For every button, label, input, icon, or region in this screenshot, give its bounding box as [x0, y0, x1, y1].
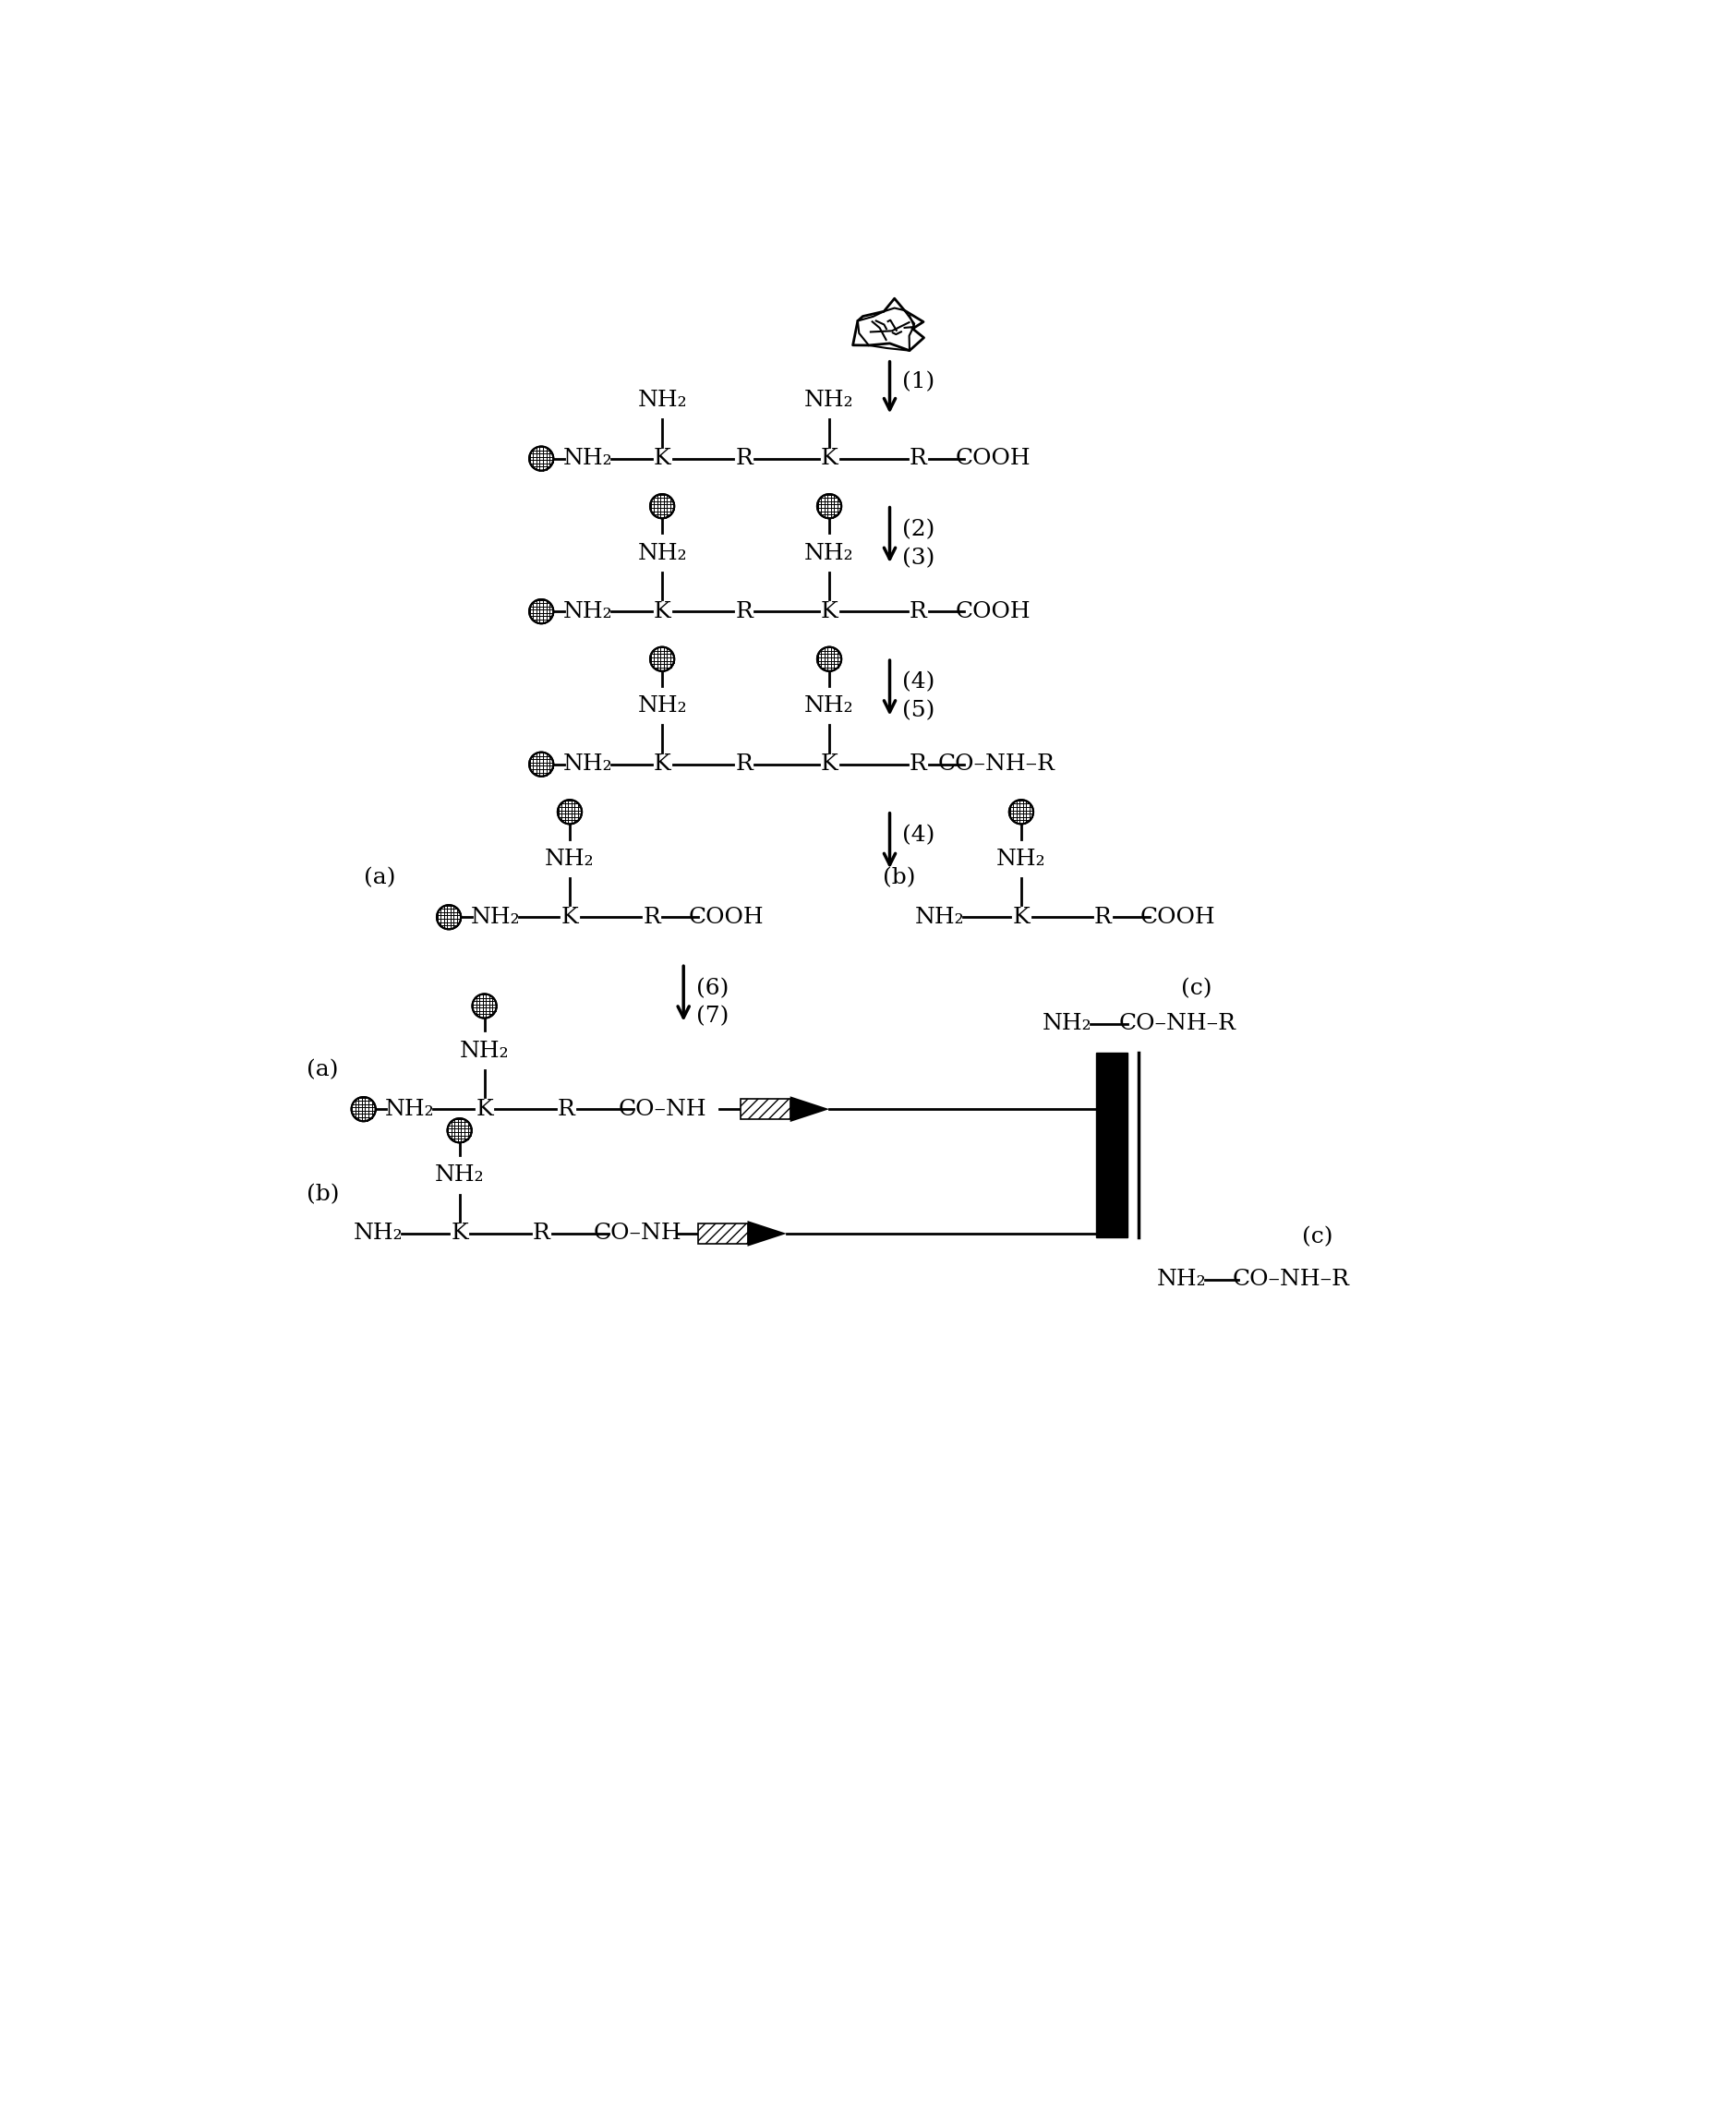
Text: (4): (4)	[903, 825, 936, 846]
Text: NH₂: NH₂	[352, 1223, 403, 1244]
Circle shape	[437, 905, 462, 930]
Text: K: K	[821, 601, 838, 622]
Text: NH₂: NH₂	[804, 542, 854, 563]
Text: K: K	[476, 1099, 493, 1120]
Circle shape	[472, 993, 496, 1019]
Text: R: R	[910, 753, 927, 774]
Text: NH₂: NH₂	[460, 1040, 509, 1061]
Text: NH₂: NH₂	[562, 447, 613, 468]
Text: R: R	[642, 907, 660, 928]
Text: CO–NH: CO–NH	[594, 1223, 682, 1244]
Circle shape	[649, 494, 674, 519]
Text: K: K	[821, 753, 838, 774]
Bar	[1095, 1052, 1128, 1238]
Text: CO–NH–R: CO–NH–R	[1233, 1270, 1351, 1291]
Text: R: R	[1094, 907, 1111, 928]
Text: K: K	[1012, 907, 1029, 928]
Text: R: R	[736, 601, 753, 622]
Text: NH₂: NH₂	[804, 390, 854, 411]
Text: NH₂: NH₂	[915, 907, 963, 928]
Text: (c): (c)	[1180, 979, 1212, 1000]
Text: (4): (4)	[903, 673, 936, 694]
Text: COOH: COOH	[1141, 907, 1215, 928]
Text: R: R	[533, 1223, 550, 1244]
Text: NH₂: NH₂	[434, 1164, 484, 1185]
Text: K: K	[451, 1223, 469, 1244]
Text: CO–NH: CO–NH	[618, 1099, 707, 1120]
Circle shape	[351, 1097, 375, 1122]
Text: (5): (5)	[903, 700, 936, 721]
Text: R: R	[736, 753, 753, 774]
Text: K: K	[653, 601, 670, 622]
Text: K: K	[653, 447, 670, 468]
Text: R: R	[736, 447, 753, 468]
Text: (a): (a)	[363, 867, 396, 888]
Text: (a): (a)	[307, 1059, 339, 1080]
Text: NH₂: NH₂	[637, 390, 687, 411]
Text: (c): (c)	[1302, 1227, 1333, 1249]
Text: NH₂: NH₂	[470, 907, 519, 928]
Text: R: R	[557, 1099, 575, 1120]
Text: NH₂: NH₂	[637, 542, 687, 563]
Polygon shape	[748, 1221, 786, 1246]
Text: (7): (7)	[696, 1006, 729, 1027]
Polygon shape	[790, 1097, 830, 1122]
Text: NH₂: NH₂	[545, 848, 594, 869]
Text: K: K	[561, 907, 578, 928]
Text: NH₂: NH₂	[996, 848, 1047, 869]
Text: K: K	[653, 753, 670, 774]
Text: R: R	[910, 601, 927, 622]
Text: CO–NH–R: CO–NH–R	[937, 753, 1055, 774]
Circle shape	[529, 599, 554, 624]
Text: (1): (1)	[903, 371, 936, 392]
Text: (6): (6)	[696, 979, 729, 1000]
Circle shape	[1009, 799, 1033, 825]
Text: (3): (3)	[903, 548, 936, 569]
Text: R: R	[910, 447, 927, 468]
Text: NH₂: NH₂	[385, 1099, 434, 1120]
Text: NH₂: NH₂	[562, 601, 613, 622]
Text: (2): (2)	[903, 519, 936, 540]
Circle shape	[529, 447, 554, 470]
Text: NH₂: NH₂	[1156, 1270, 1207, 1291]
Circle shape	[818, 647, 842, 671]
Circle shape	[557, 799, 582, 825]
Text: NH₂: NH₂	[637, 696, 687, 717]
Circle shape	[649, 647, 674, 671]
Circle shape	[448, 1118, 472, 1143]
Text: (b): (b)	[882, 867, 915, 888]
Circle shape	[818, 494, 842, 519]
Text: K: K	[821, 447, 838, 468]
Text: COOH: COOH	[955, 447, 1031, 468]
Text: NH₂: NH₂	[804, 696, 854, 717]
Text: COOH: COOH	[955, 601, 1031, 622]
Bar	[740, 1099, 790, 1120]
Bar	[698, 1223, 748, 1244]
Text: (b): (b)	[307, 1183, 340, 1204]
Text: COOH: COOH	[689, 907, 764, 928]
Text: CO–NH–R: CO–NH–R	[1120, 1012, 1236, 1033]
Text: NH₂: NH₂	[1043, 1012, 1092, 1033]
Text: NH₂: NH₂	[562, 753, 613, 774]
Circle shape	[529, 753, 554, 776]
